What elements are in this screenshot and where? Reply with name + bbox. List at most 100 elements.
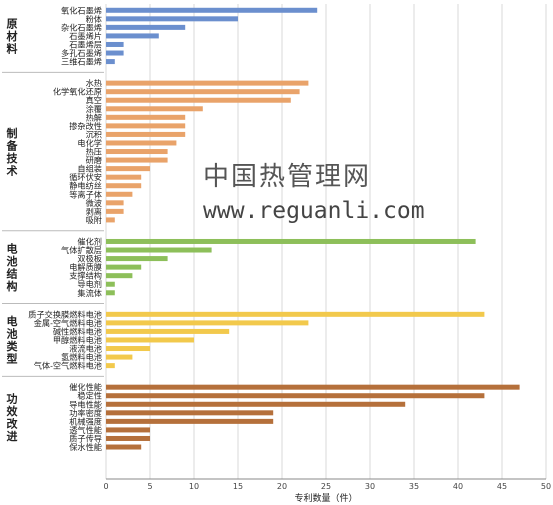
category-label: 氧化石墨烯 [61, 5, 102, 15]
bar [106, 247, 212, 253]
bar [106, 320, 309, 326]
category-label: 稳定性 [77, 391, 102, 401]
watermark-url: www.reguanli.com [203, 198, 425, 224]
watermark-title: 中国热管理网 [203, 162, 372, 192]
category-label: 杂化石墨烯 [61, 22, 102, 32]
category-label: 化学氧化还原 [53, 87, 102, 97]
category-label: 保水性能 [69, 442, 102, 452]
category-label: 支撑结构 [69, 271, 102, 281]
bar [106, 354, 133, 360]
category-label: 集流体 [77, 288, 102, 298]
category-label: 催化性能 [69, 382, 102, 392]
x-tick-label: 5 [147, 482, 152, 491]
bar [106, 217, 115, 223]
x-tick-label: 25 [321, 482, 331, 491]
bar [106, 123, 186, 129]
bar [106, 131, 186, 137]
bar [106, 59, 115, 65]
bar [106, 183, 142, 189]
group-label: 制备技术 [6, 126, 19, 178]
bar [106, 238, 476, 244]
bar [106, 337, 194, 343]
bar [106, 89, 300, 95]
category-label: 双极板 [77, 254, 102, 264]
category-label: 气体-空气燃料电池 [34, 361, 102, 371]
bar [106, 106, 203, 112]
bar [106, 418, 274, 424]
bar [106, 7, 318, 13]
category-label: 液流电池 [69, 344, 102, 354]
bar [106, 444, 142, 450]
category-label: 吸附 [86, 215, 102, 225]
category-label: 循环伏安 [69, 172, 102, 182]
category-label: 氢燃料电池 [61, 352, 102, 362]
x-tick-label: 15 [233, 482, 243, 491]
bar [106, 311, 485, 317]
x-tick-label: 30 [365, 482, 375, 491]
category-label: 静电纺丝 [69, 181, 102, 191]
category-label: 质子传导 [69, 433, 102, 443]
category-label: 功率密度 [69, 408, 102, 418]
category-label: 质子交换膜燃料电池 [28, 309, 102, 319]
group-label: 功效改进 [7, 391, 19, 443]
bar [106, 149, 168, 155]
category-label: 三维石墨烯 [61, 57, 102, 67]
bar [106, 24, 186, 30]
bar [106, 363, 115, 369]
bar [106, 33, 159, 39]
bar [106, 80, 309, 86]
category-label: 掺杂改性 [69, 121, 102, 131]
category-label: 催化剂 [77, 236, 102, 246]
bar [106, 290, 115, 296]
bar [106, 435, 150, 441]
category-label: 粉体 [86, 14, 102, 24]
bar [106, 97, 291, 103]
bar [106, 157, 168, 163]
x-tick-label: 20 [277, 482, 287, 491]
bar [106, 191, 133, 197]
bar [106, 114, 186, 120]
bar [106, 427, 150, 433]
category-label: 真空 [86, 95, 102, 105]
bar [106, 50, 124, 56]
category-label: 研磨 [86, 155, 102, 165]
category-label: 自组装 [77, 164, 102, 174]
bar [106, 264, 142, 270]
category-label: 热解 [86, 112, 102, 122]
x-tick-label: 35 [409, 482, 419, 491]
bar [106, 273, 133, 279]
bar [106, 200, 124, 206]
category-label: 热压 [86, 147, 102, 157]
category-label: 多孔石墨烯 [61, 48, 102, 58]
group-label: 电池结构 [6, 241, 18, 293]
bar [106, 346, 150, 352]
category-label: 电解质膜 [69, 262, 102, 272]
x-tick-label: 0 [103, 482, 108, 491]
category-label: 导电性能 [69, 399, 102, 409]
x-tick-label: 10 [189, 482, 199, 491]
x-axis-label: 专利数量（件） [294, 492, 357, 504]
bar [106, 401, 406, 407]
bar [106, 174, 142, 180]
x-tick-label: 40 [453, 482, 463, 491]
category-label: 金属-空气燃料电池 [34, 318, 102, 328]
category-label: 碱性燃料电池 [53, 326, 102, 336]
bar [106, 384, 520, 390]
category-label: 沉积 [86, 129, 102, 139]
bar [106, 410, 274, 416]
bar [106, 41, 124, 47]
bar [106, 140, 177, 146]
bar [106, 256, 168, 262]
bar [106, 16, 238, 22]
x-tick-label: 50 [541, 482, 551, 491]
category-label: 透气性能 [69, 425, 102, 435]
bar [106, 281, 115, 287]
category-label: 石墨烯片 [69, 31, 102, 41]
group-label: 电池类型 [7, 314, 19, 366]
bar [106, 328, 230, 334]
category-label: 涂覆 [86, 104, 102, 114]
category-label: 导电剂 [77, 279, 102, 289]
category-label: 气体扩散层 [61, 245, 102, 255]
bar [106, 393, 485, 399]
